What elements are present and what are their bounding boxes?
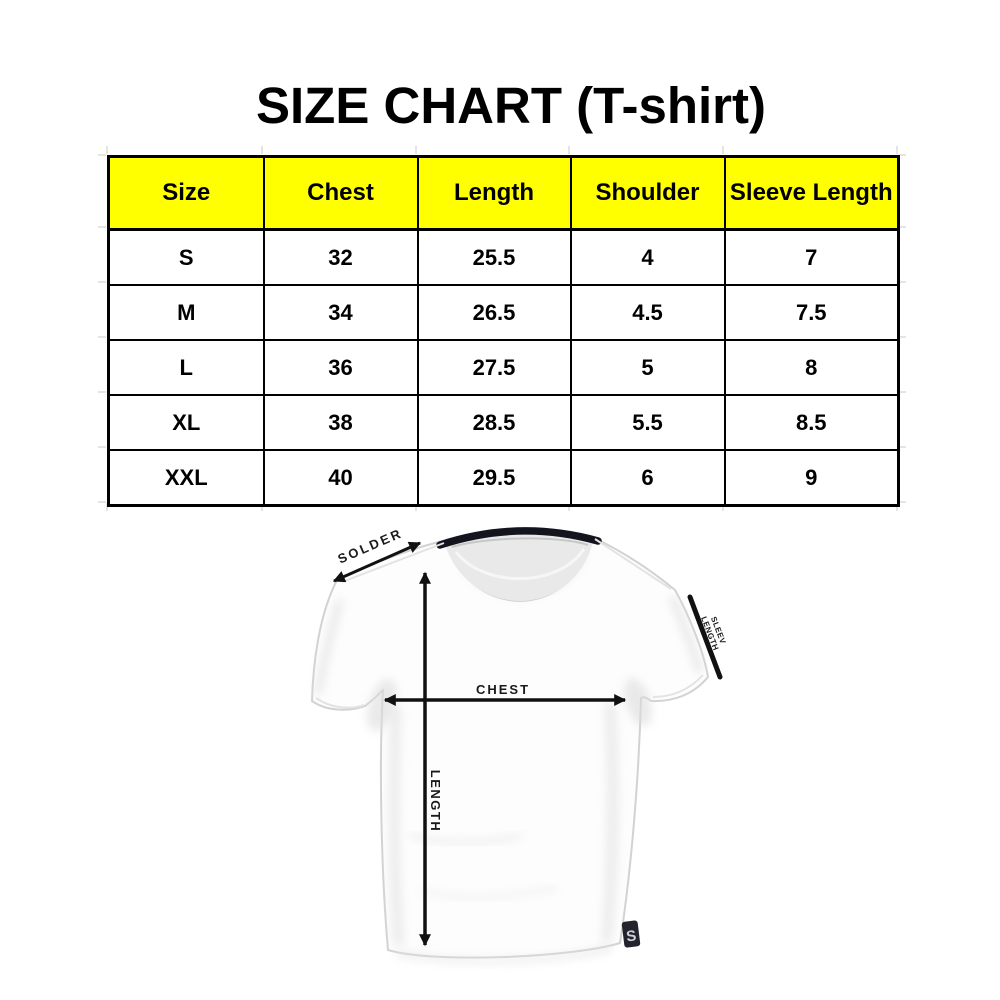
cell-shoulder: 4 [569,228,726,286]
page-title: SIZE CHART (T-shirt) [256,77,766,134]
cell-chest: 38 [262,394,419,451]
cell-shoulder: 6 [569,449,726,507]
cell-sleeve: 7.5 [723,284,900,341]
cell-size: XXL [107,449,265,507]
shoulder-arrow [332,541,422,583]
cell-sleeve: 9 [723,449,900,507]
cell-length: 27.5 [416,339,572,396]
brand-badge-letter: S [625,927,637,945]
cell-size: M [107,284,265,341]
header-shoulder: Shoulder [569,155,726,231]
cell-length: 26.5 [416,284,572,341]
table-row: XL 38 28.5 5.5 8.5 [107,394,900,451]
cell-chest: 40 [262,449,419,507]
cell-length: 29.5 [416,449,572,507]
cell-shoulder: 5 [569,339,726,396]
cell-length: 28.5 [416,394,572,451]
length-label: LENGTH [428,770,443,832]
header-chest: Chest [262,155,419,231]
cell-sleeve: 7 [723,228,900,286]
header-sleeve-length: Sleeve Length [723,155,900,231]
cell-size: S [107,228,265,286]
cell-size: XL [107,394,265,451]
tshirt-diagram: S CHEST LENGTH SOLDER SLEEV LENGTH [311,525,728,964]
header-size: Size [107,155,265,231]
cell-shoulder: 4.5 [569,284,726,341]
collar [436,527,602,601]
table-header-row: Size Chest Length Shoulder Sleeve Length [107,155,900,231]
table-row: XXL 40 29.5 6 9 [107,449,900,507]
header-length: Length [416,155,572,231]
cell-chest: 32 [262,228,419,286]
table-row: S 32 25.5 4 7 [107,228,900,286]
size-table: Size Chest Length Shoulder Sleeve Length… [107,155,900,507]
chest-label: CHEST [476,682,530,697]
table-row: L 36 27.5 5 8 [107,339,900,396]
brand-badge: S [621,920,641,948]
measurement-arrows [332,541,723,947]
cell-sleeve: 8 [723,339,900,396]
cell-chest: 34 [262,284,419,341]
cell-length: 25.5 [416,228,572,286]
sleeve-length-line [687,594,723,680]
cell-sleeve: 8.5 [723,394,900,451]
cell-size: L [107,339,265,396]
cell-chest: 36 [262,339,419,396]
cell-shoulder: 5.5 [569,394,726,451]
collar-band [436,527,602,549]
tshirt-graphic: S [311,527,709,964]
table-row: M 34 26.5 4.5 7.5 [107,284,900,341]
